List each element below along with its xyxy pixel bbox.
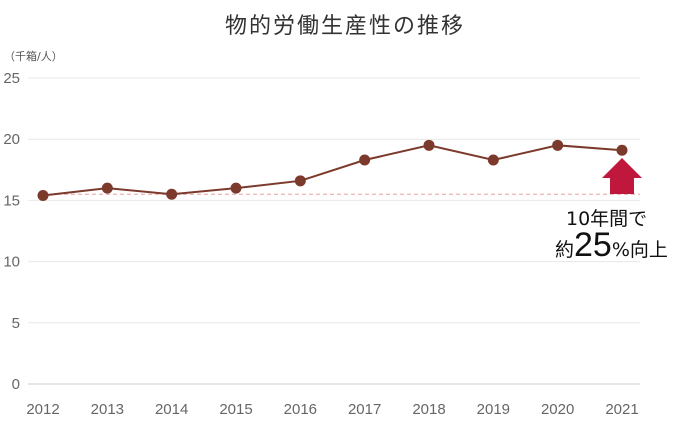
x-tick-label-2014: 2014 [155,401,188,418]
annotation-line-1: 10年間で [566,208,648,230]
y-tick-label-10: 10 [3,254,20,271]
data-point-2021 [616,144,628,156]
x-tick-label-2020: 2020 [541,401,574,418]
data-point-2017 [359,154,371,166]
y-tick-label-20: 20 [3,131,20,148]
y-tick-label-0: 0 [12,376,20,393]
annotation-number: 25 [574,226,612,264]
x-tick-label-2021: 2021 [605,401,638,418]
data-point-2019 [487,154,499,166]
x-tick-label-2012: 2012 [26,401,59,418]
x-tick-label-2015: 2015 [219,401,252,418]
x-tick-label-2013: 2013 [91,401,124,418]
x-tick-label-2018: 2018 [412,401,445,418]
x-tick-label-2017: 2017 [348,401,381,418]
y-tick-label-5: 5 [12,315,20,332]
data-point-2020 [552,139,564,151]
annotation-line-2: 約25%向上 [555,226,668,265]
increase-arrow-icon [602,158,642,194]
series-line [42,144,623,197]
y-axis-unit-label: （千箱/人） [4,50,63,63]
data-point-2018 [423,139,435,151]
chart-title: 物的労働生産性の推移 [224,14,465,39]
y-tick-label-25: 25 [3,70,20,87]
data-point-2016 [294,175,306,187]
data-point-2012 [37,190,49,202]
data-point-2013 [101,182,113,194]
data-point-2014 [166,188,178,200]
data-point-2015 [230,182,242,194]
annotation-prefix: 約 [555,239,575,261]
annotation-suffix: %向上 [611,239,668,261]
x-tick-label-2019: 2019 [477,401,510,418]
y-tick-label-15: 15 [3,192,20,209]
x-tick-label-2016: 2016 [284,401,317,418]
